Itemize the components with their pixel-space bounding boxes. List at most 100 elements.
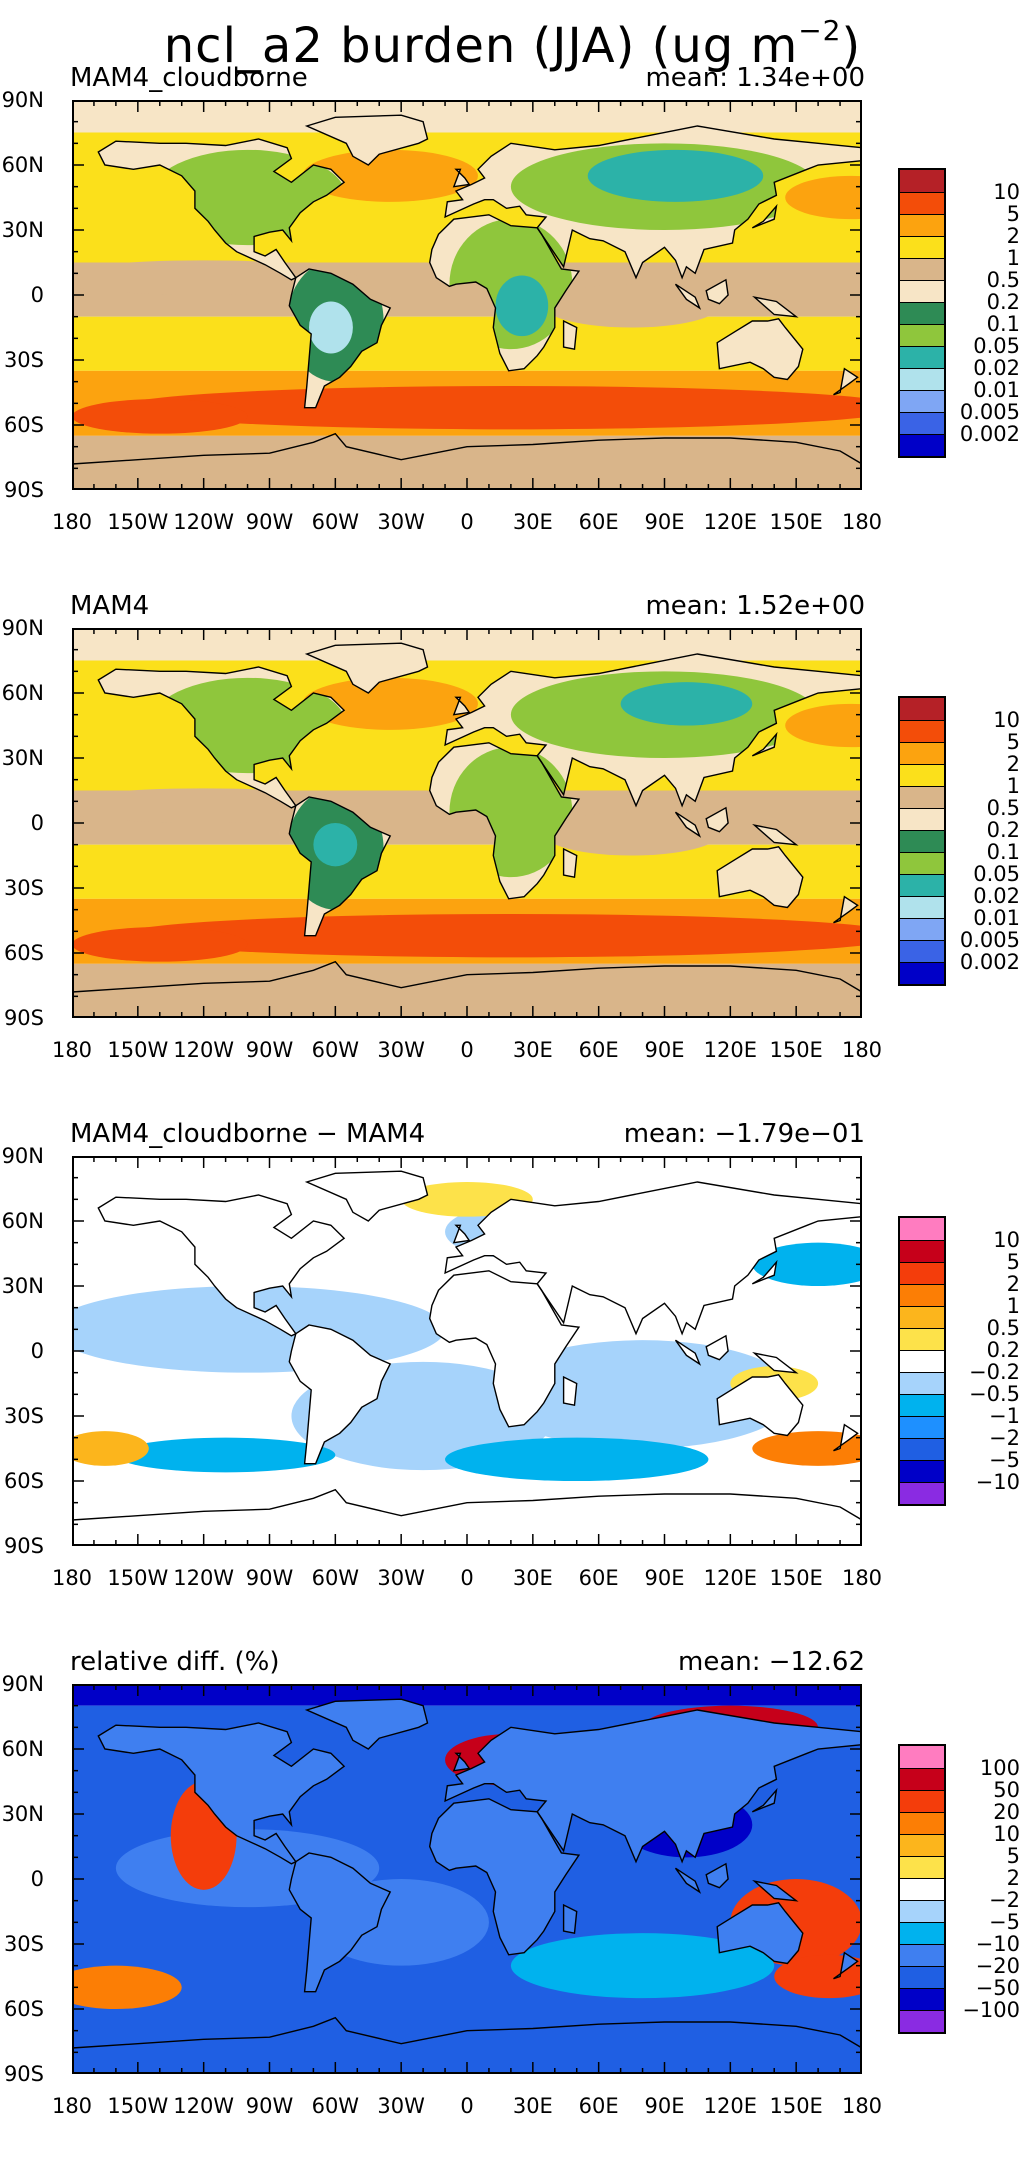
colorbar-label: 0.1 xyxy=(986,840,1020,864)
coastline xyxy=(288,1852,392,1993)
lon-tick-label: 90W xyxy=(245,2094,294,2118)
colorbar-label: 0.5 xyxy=(986,268,1020,292)
colorbar xyxy=(898,1216,946,1506)
panel-title: relative diff. (%) xyxy=(70,1647,280,1677)
colorbar-label: 5 xyxy=(1006,1844,1020,1868)
coastline xyxy=(444,125,862,280)
lon-tick-label: 180 xyxy=(841,510,883,534)
lon-tick-label: 60E xyxy=(578,1566,619,1590)
atlantic-max xyxy=(302,677,478,730)
lat-tick-label: 0 xyxy=(30,1867,44,1891)
figure-title-exponent: −2 xyxy=(798,14,842,47)
coastline xyxy=(674,1339,702,1366)
coastline xyxy=(674,811,702,838)
colorbar-swatch xyxy=(900,1438,944,1460)
lon-tick-label: 120E xyxy=(703,1038,757,1062)
panel-title: MAM4_cloudborne − MAM4 xyxy=(70,1119,426,1149)
colorbar-swatch xyxy=(900,742,944,764)
colorbar xyxy=(898,1744,946,2034)
colorbar-swatch xyxy=(900,280,944,302)
colorbar-label: 0.005 xyxy=(959,928,1020,952)
colorbar-swatch xyxy=(900,962,944,984)
colorbar-label: 1 xyxy=(1006,774,1020,798)
coastline xyxy=(562,847,578,879)
lon-tick-label: 150W xyxy=(107,1038,169,1062)
coastline xyxy=(752,1352,799,1374)
colorbar-swatch xyxy=(900,1746,944,1768)
colorbar-label: 0.01 xyxy=(973,906,1020,930)
lon-tick-label: 60W xyxy=(311,1038,360,1062)
lat-tick-label: 90S xyxy=(3,2062,44,2086)
lon-tick-label: 150W xyxy=(107,510,169,534)
lon-tick-label: 0 xyxy=(460,1566,474,1590)
lon-tick-label: 180 xyxy=(51,2094,93,2118)
coastline xyxy=(751,731,778,757)
coastline xyxy=(444,1709,862,1864)
colorbar-label: 5 xyxy=(1006,202,1020,226)
lon-tick-label: 150E xyxy=(769,1566,823,1590)
antarctic-coast xyxy=(72,2016,862,2049)
map-panel-diff: MAM4_cloudborne − MAM4 mean: −1.79e−01 90N… xyxy=(0,1116,1025,1636)
colorbar-label: −5 xyxy=(989,1910,1020,1934)
coastline xyxy=(833,367,859,396)
lon-tick-label: 180 xyxy=(51,510,93,534)
colorbar-label: 0.2 xyxy=(986,818,1020,842)
coastline xyxy=(716,846,804,909)
lon-tick-label: 150W xyxy=(107,2094,169,2118)
colorbar-label: 0.5 xyxy=(986,1316,1020,1340)
lon-tick-label: 90W xyxy=(245,1566,294,1590)
panel-mean: mean: 1.34e+00 xyxy=(645,63,865,93)
lat-tick-label: 60N xyxy=(1,1209,44,1233)
colorbar-label: 0.005 xyxy=(959,400,1020,424)
southern-rel xyxy=(510,1933,775,1999)
lat-tick-label: 30S xyxy=(3,348,44,372)
coastlines xyxy=(72,114,862,465)
colorbar-swatch xyxy=(900,918,944,940)
lat-tick-label: 90N xyxy=(1,1144,44,1168)
south-pos xyxy=(72,1965,182,2009)
tasman-pos xyxy=(774,1954,862,1999)
coastline xyxy=(751,1787,778,1813)
map-field xyxy=(72,1684,862,2074)
indian-low xyxy=(543,812,720,856)
lat-tick-label: 0 xyxy=(30,283,44,307)
lat-tick-label: 90S xyxy=(3,1006,44,1030)
colorbar-swatch xyxy=(900,1922,944,1944)
lon-tick-label: 150E xyxy=(769,2094,823,2118)
colorbar-label: −2 xyxy=(989,1888,1020,1912)
antarctic-coast xyxy=(72,960,862,993)
colorbar-swatch xyxy=(900,324,944,346)
colorbar-swatch xyxy=(900,786,944,808)
coastline xyxy=(705,278,729,305)
colorbar-label: 0.01 xyxy=(973,378,1020,402)
lon-tick-label: 150W xyxy=(107,1566,169,1590)
coastline xyxy=(751,1259,778,1285)
coastline xyxy=(428,214,581,372)
coastline xyxy=(304,114,429,166)
map-frame xyxy=(72,100,862,490)
lon-tick-label: 180 xyxy=(841,1038,883,1062)
lon-tick-label: 90E xyxy=(644,510,685,534)
colorbar-label: −10 xyxy=(975,1932,1020,1956)
lon-tick-label: 0 xyxy=(460,2094,474,2118)
coastline xyxy=(674,1867,702,1894)
colorbar-swatch xyxy=(900,1988,944,2010)
lon-tick-label: 90E xyxy=(644,1038,685,1062)
amazon-min xyxy=(313,823,358,867)
lat-tick-label: 60S xyxy=(3,413,44,437)
coastline xyxy=(304,1170,429,1222)
map-panel-mam4: MAM4 mean: 1.52e+00 90N 60N 30N 0 30S 60S 90S 180… xyxy=(0,588,1025,1108)
lon-tick-label: 60E xyxy=(578,510,619,534)
coastline xyxy=(288,1324,392,1465)
colorbar-label: 10 xyxy=(993,1228,1020,1252)
coastline xyxy=(833,1423,859,1452)
lon-tick-label: 120E xyxy=(703,510,757,534)
colorbar-swatch xyxy=(900,1240,944,1262)
coastline xyxy=(452,696,471,716)
lon-tick-label: 0 xyxy=(460,510,474,534)
coastline xyxy=(833,895,859,924)
colorbar-label: 100 xyxy=(979,1756,1020,1780)
southern-max-west xyxy=(72,399,248,434)
coastline xyxy=(97,1194,346,1337)
colorbar-swatch xyxy=(900,1372,944,1394)
